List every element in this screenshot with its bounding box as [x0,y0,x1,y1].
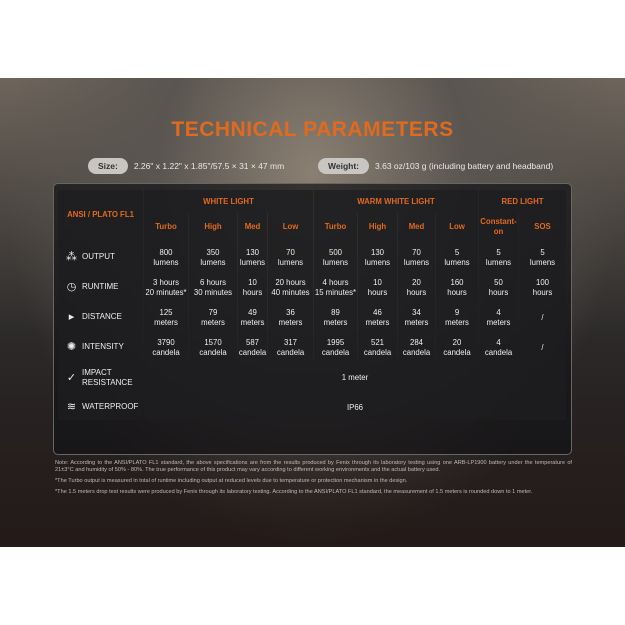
table-cell: 100 hours [519,270,566,300]
mode-header: Low [268,213,313,240]
weight-value: 3.63 oz/103 g (including battery and hea… [375,161,554,171]
row-label-waterproof: ≋ WATERPROOF [58,390,143,420]
table-cell: 1570 candela [189,330,237,360]
table-cell: 20 hours [398,270,435,300]
group-red-light: RED LIGHT [479,190,566,213]
row-label-impact: ✓ IMPACT RESISTANCE [58,360,143,390]
weight-spec: Weight: 3.63 oz/103 g (including battery… [318,158,553,174]
table-cell: 70 lumens [268,240,313,270]
table-cell: 46 meters [358,300,397,330]
note-main: Note: According to the ANSI/PLATO FL1 st… [55,460,572,473]
waterproof-icon: ≋ [66,401,77,414]
mode-header: Med [398,213,435,240]
table-cell: 20 candela [436,330,478,360]
row-label: ◷ RUNTIME [58,270,143,300]
table-cell: 49 meters [238,300,267,330]
table-cell: 3790 candela [144,330,188,360]
group-warm-white-light: WARM WHITE LIGHT [314,190,478,213]
page-title: TECHNICAL PARAMETERS [171,118,454,141]
distance-icon: ▸ [68,311,75,324]
table-cell: 5 lumens [479,240,518,270]
impact-value: 1 meter [144,360,566,390]
table-cell: 89 meters [314,300,357,330]
footnotes: Note: According to the ANSI/PLATO FL1 st… [55,460,572,500]
mode-header: Turbo [144,213,188,240]
size-spec: Size: 2.26" x 1.22" x 1.85"/57.5 × 31 × … [88,158,284,174]
table-row: ◷ RUNTIME 3 hours 20 minutes* 6 hours 30 minu… [58,270,566,300]
mode-header: SOS [519,213,566,240]
table-cell: 70 lumens [398,240,435,270]
table-cell: 500 lumens [314,240,357,270]
table-cell: 130 lumens [358,240,397,270]
row-label: ✺ INTENSITY [58,330,143,360]
table-cell: 350 lumens [189,240,237,270]
table-cell: 5 lumens [519,240,566,270]
table-cell: 5 lumens [436,240,478,270]
table-cell: 130 lumens [238,240,267,270]
table-cell: 50 hours [479,270,518,300]
impact-icon: ✓ [66,371,77,384]
table-row: ⁂ OUTPUT 800 lumens 350 lumens 130 lumens 70 lume… [58,240,566,270]
mode-header: Med [238,213,267,240]
mode-header: High [189,213,237,240]
row-label: ⁂ OUTPUT [58,240,143,270]
table-cell: 79 meters [189,300,237,330]
size-value: 2.26" x 1.22" x 1.85"/57.5 × 31 × 47 mm [133,161,285,171]
clock-icon: ◷ [66,281,77,294]
table-cell: 10 hours [238,270,267,300]
table-cell: 20 hours 40 minutes [268,270,313,300]
table-cell: 125 meters [144,300,188,330]
spec-table-panel: ANSI / PLATO FL1 WHITE LIGHT WARM WHITE … [53,183,572,455]
size-label: Size: [88,158,128,174]
table-cell: / [519,300,566,330]
table-cell: 6 hours 30 minutes [189,270,237,300]
table-cell: 800 lumens [144,240,188,270]
table-cell: 10 hours [358,270,397,300]
table-cell: 587 candela [238,330,267,360]
table-cell: 9 meters [436,300,478,330]
intensity-icon: ✺ [66,341,77,354]
note-drop: *The 1.5 meters drop test results were p… [55,489,533,495]
output-icon: ⁂ [66,251,77,264]
table-cell: 34 meters [398,300,435,330]
table-cell: 521 candela [358,330,397,360]
table-cell: 317 candela [268,330,313,360]
spec-table: ANSI / PLATO FL1 WHITE LIGHT WARM WHITE … [57,190,567,420]
table-cell: 160 hours [436,270,478,300]
table-cell: 4 candela [479,330,518,360]
mode-header: Constant-on [479,213,518,240]
table-cell: 1995 candela [314,330,357,360]
table-cell: 284 candela [398,330,435,360]
table-cell: 36 meters [268,300,313,330]
mode-header: High [358,213,397,240]
mode-header: Turbo [314,213,357,240]
table-cell: / [519,330,566,360]
waterproof-value: IP66 [144,390,566,420]
table-row: ✺ INTENSITY 3790 candela 1570 candela 587 cande… [58,330,566,360]
group-white-light: WHITE LIGHT [144,190,313,213]
row-label: ▸ DISTANCE [58,300,143,330]
weight-label: Weight: [318,158,370,174]
table-cell: 3 hours 20 minutes* [144,270,188,300]
mode-header: Low [436,213,478,240]
table-row: ▸ DISTANCE 125 meters 79 meters 49 meters 36 mete… [58,300,566,330]
note-turbo: *The Turbo output is measured in total o… [55,478,408,484]
table-cell: 4 hours 15 minutes* [314,270,357,300]
corner-header: ANSI / PLATO FL1 [58,190,143,240]
table-cell: 4 meters [479,300,518,330]
